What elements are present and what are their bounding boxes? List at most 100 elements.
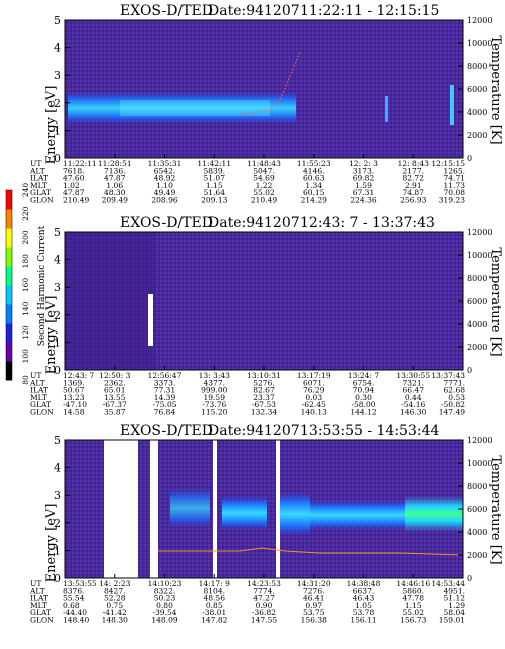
- panel-1-ephemeris: UTALTILATMLTGLATGLON11:22:117618.47.601.…: [29, 154, 465, 205]
- y2-tick-label: 2000: [467, 131, 487, 140]
- panel-3-data-gap: [213, 440, 217, 578]
- y2-tick-label: 4000: [467, 528, 487, 537]
- panel-1-title: EXOS-D/TED: [120, 3, 213, 19]
- ephemeris-value: 214.29: [301, 196, 327, 205]
- y-tick-label: 3: [54, 69, 61, 82]
- panel-3-band-segment: [310, 500, 405, 530]
- ephemeris-value: 1.10: [156, 181, 173, 190]
- ephemeris-row-label: MLT: [30, 601, 47, 610]
- ephemeris-value: 1.15: [405, 601, 422, 610]
- ephemeris-value: 13:37:43: [431, 371, 465, 380]
- ephemeris-row-label: MLT: [30, 393, 47, 402]
- ephemeris-value: 12:43: 7: [63, 371, 95, 380]
- y2-tick-label: 2000: [467, 551, 487, 560]
- ephemeris-value: 14:46:16: [396, 579, 430, 588]
- ephemeris-value: 69.82: [353, 174, 375, 183]
- ephemeris-value: 1.34: [305, 181, 322, 190]
- colorbar-tick-label: 180: [21, 254, 30, 269]
- panel-1: EXOS-D/TED Date:941207 11:22:11 - 12:15:…: [29, 3, 503, 205]
- ephemeris-value: 14:17: 9: [199, 579, 231, 588]
- ephemeris-value: 5839.: [204, 166, 225, 175]
- ephemeris-value: 14:38:48: [347, 579, 381, 588]
- colorbar-swatch: [6, 304, 12, 324]
- panel-2-y2label: Temperature [K]: [488, 247, 503, 356]
- colorbar-tick-label: 140: [21, 301, 30, 316]
- ephemeris-value: 53.78: [353, 608, 375, 617]
- ephemeris-value: 55.02: [403, 608, 425, 617]
- ephemeris-value: 51.07: [204, 174, 226, 183]
- ephemeris-row-label: MLT: [30, 181, 47, 190]
- ephemeris-value: 62.68: [444, 386, 466, 395]
- ephemeris-value: 319.23: [439, 196, 465, 205]
- panel-1-y2label: Temperature [K]: [488, 35, 503, 144]
- ephemeris-value: 48.30: [104, 188, 126, 197]
- ephemeris-value: 11:48:43: [247, 159, 281, 168]
- ephemeris-value: -62.45: [302, 400, 326, 409]
- panel-3-temperature-trace: [158, 547, 464, 556]
- ephemeris-value: 147.82: [201, 616, 227, 625]
- ephemeris-row-label: UT: [30, 579, 41, 588]
- y-tick-label: 2: [54, 517, 61, 530]
- ephemeris-value: 0.53: [448, 393, 465, 402]
- panel-3-y2label: Temperature [K]: [488, 455, 503, 564]
- ephemeris-value: 49.49: [154, 188, 176, 197]
- ephemeris-value: 5276.: [253, 378, 274, 387]
- ephemeris-value: 115.20: [201, 408, 227, 417]
- ephemeris-value: 2362.: [104, 378, 125, 387]
- ephemeris-value: 146.30: [400, 408, 426, 417]
- ephemeris-value: 2177.: [403, 166, 424, 175]
- colorbar-tick-label: 240: [21, 183, 30, 198]
- ephemeris-value: 46.43: [353, 594, 375, 603]
- ephemeris-value: 256.93: [400, 196, 426, 205]
- ephemeris-value: -75.05: [152, 400, 176, 409]
- ephemeris-row-label: GLAT: [30, 608, 51, 617]
- y-tick-label: 2: [54, 97, 61, 110]
- ephemeris-value: 55.54: [63, 594, 85, 603]
- ephemeris-value: 1.05: [355, 601, 372, 610]
- ephemeris-value: 3373.: [154, 378, 175, 387]
- ephemeris-row-label: GLON: [30, 616, 54, 625]
- colorbar-tick-label: 160: [21, 278, 30, 293]
- ephemeris-value: 53.75: [303, 608, 325, 617]
- ephemeris-row-label: GLAT: [30, 188, 51, 197]
- panel-2-y2-ticks: 0 2000 4000 6000 8000 10000 12000: [458, 228, 492, 375]
- y2-tick-label: 4000: [467, 108, 487, 117]
- y-tick-label: 1: [54, 336, 61, 349]
- ephemeris-value: -54.16: [401, 400, 425, 409]
- ephemeris-value: 4146.: [303, 166, 324, 175]
- panel-3-band-segment: [170, 488, 210, 528]
- colorbar-swatch: [6, 266, 12, 286]
- ephemeris-value: 999.00: [201, 386, 227, 395]
- ephemeris-value: -39.54: [152, 608, 176, 617]
- ephemeris-value: 7136.: [104, 166, 125, 175]
- y-tick-label: 1: [54, 544, 61, 557]
- ephemeris-row-label: ILAT: [30, 594, 48, 603]
- panel-3-data-gap: [150, 440, 158, 578]
- ephemeris-value: -73.76: [202, 400, 226, 409]
- ephemeris-value: 11:35:31: [148, 159, 182, 168]
- y-tick-label: 2: [54, 309, 61, 322]
- ephemeris-value: 148.09: [151, 616, 177, 625]
- y2-tick-label: 2000: [467, 343, 487, 352]
- ephemeris-value: 58.04: [444, 608, 466, 617]
- colorbar-swatches: [6, 190, 12, 381]
- ephemeris-value: 132.34: [251, 408, 277, 417]
- panel-1-time-range: 11:22:11 - 12:15:15: [300, 3, 439, 19]
- ephemeris-row-label: GLON: [30, 408, 54, 417]
- ephemeris-value: 8104.: [204, 586, 225, 595]
- panel-2-ylabel: Energy [eV]: [44, 296, 59, 375]
- ephemeris-value: 148.30: [102, 616, 128, 625]
- ephemeris-value: 1369.: [63, 378, 84, 387]
- ephemeris-value: 11:42:11: [197, 159, 231, 168]
- ephemeris-value: 0.68: [63, 601, 80, 610]
- y2-tick-label: 8000: [467, 274, 487, 283]
- panel-1-y2-ticks: 0 2000 4000 6000 8000 10000 12000: [458, 16, 492, 163]
- y2-tick-label: 0: [467, 366, 472, 375]
- ephemeris-value: 48.92: [154, 174, 176, 183]
- ephemeris-row-label: GLON: [30, 196, 54, 205]
- y2-tick-label: 6000: [467, 85, 487, 94]
- panel-1-ion-band: [68, 92, 296, 124]
- ephemeris-value: 7771.: [444, 378, 465, 387]
- ephemeris-value: -67.37: [103, 400, 127, 409]
- ephemeris-value: 0.44: [405, 393, 422, 402]
